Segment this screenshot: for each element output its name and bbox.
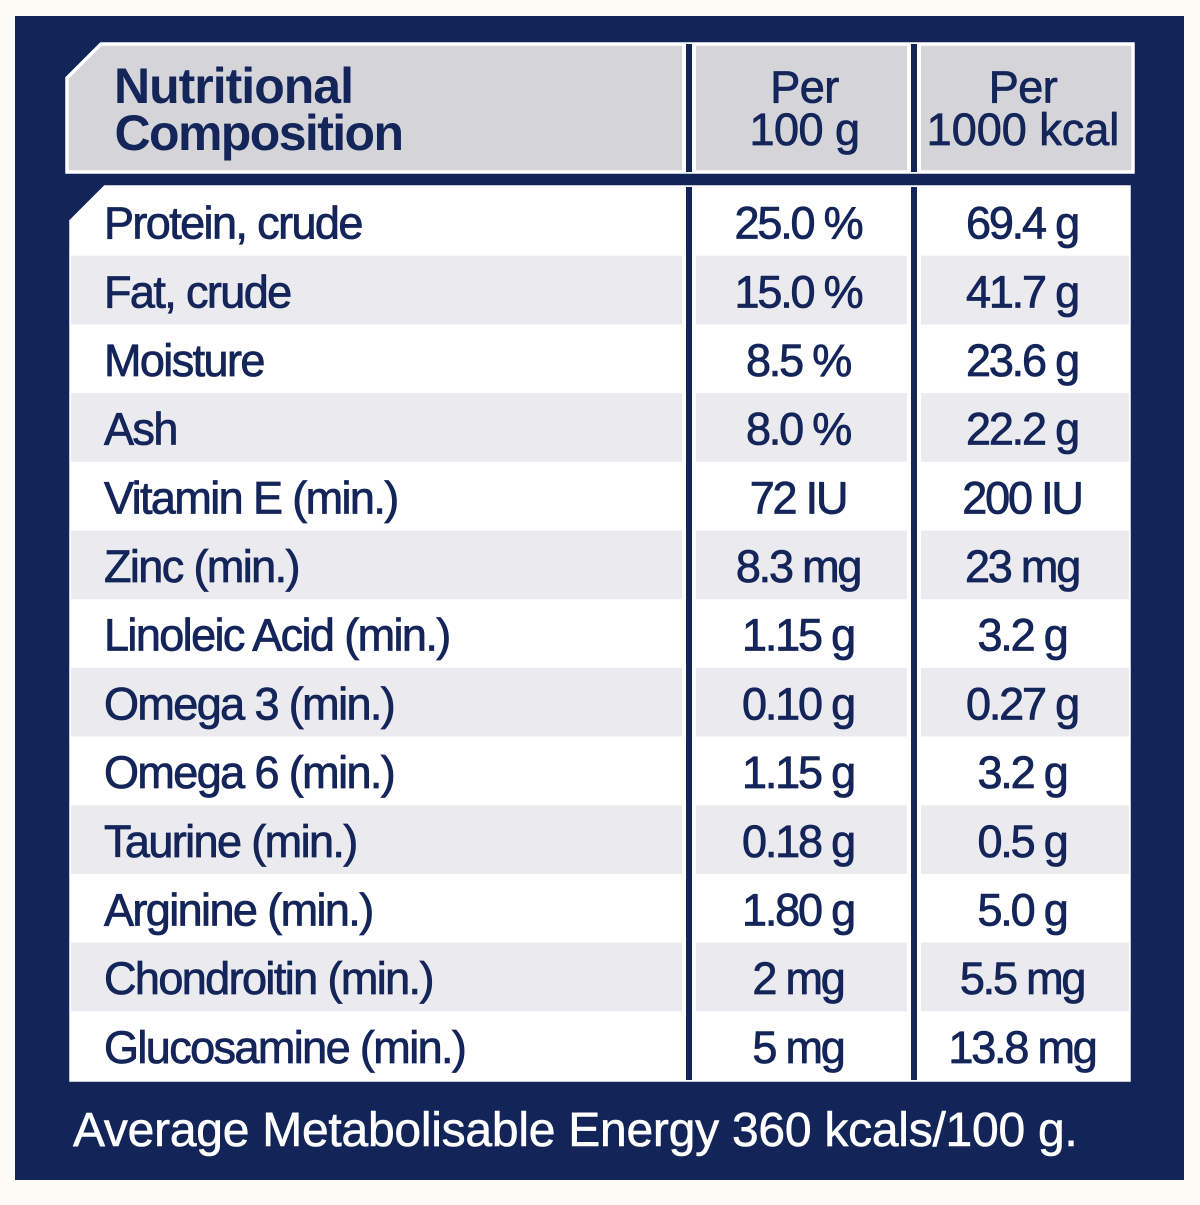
svg-text:1.15 g: 1.15 g — [742, 610, 854, 661]
svg-text:Nutritional: Nutritional — [114, 58, 353, 114]
svg-text:5.0 g: 5.0 g — [977, 885, 1066, 936]
svg-text:23.6 g: 23.6 g — [966, 335, 1078, 386]
svg-text:Taurine (min.): Taurine (min.) — [104, 816, 357, 867]
svg-text:3.2 g: 3.2 g — [977, 747, 1066, 798]
svg-text:2 mg: 2 mg — [752, 953, 843, 1004]
svg-text:22.2 g: 22.2 g — [966, 404, 1078, 455]
svg-text:100 g: 100 g — [749, 104, 859, 155]
svg-text:Glucosamine (min.): Glucosamine (min.) — [104, 1022, 465, 1073]
svg-text:Protein, crude: Protein, crude — [104, 198, 362, 249]
svg-text:8.3 mg: 8.3 mg — [736, 541, 861, 592]
svg-text:1.15 g: 1.15 g — [742, 747, 854, 798]
svg-text:Per: Per — [770, 62, 839, 113]
svg-text:Arginine (min.): Arginine (min.) — [104, 885, 373, 936]
svg-text:Average Metabolisable Energy 3: Average Metabolisable Energy 360 kcals/1… — [73, 1104, 1078, 1157]
svg-text:23 mg: 23 mg — [965, 541, 1079, 592]
svg-text:Chondroitin (min.): Chondroitin (min.) — [104, 953, 433, 1004]
svg-text:1.80 g: 1.80 g — [742, 885, 854, 936]
svg-text:Vitamin E (min.): Vitamin E (min.) — [104, 472, 398, 523]
svg-text:69.4 g: 69.4 g — [966, 198, 1078, 249]
svg-text:13.8 mg: 13.8 mg — [948, 1022, 1095, 1073]
svg-text:Ash: Ash — [104, 404, 177, 455]
svg-text:Fat, crude: Fat, crude — [104, 266, 291, 317]
svg-text:Composition: Composition — [115, 105, 403, 161]
svg-text:3.2 g: 3.2 g — [977, 610, 1066, 661]
svg-text:25.0 %: 25.0 % — [735, 198, 863, 249]
svg-text:5.5 mg: 5.5 mg — [960, 953, 1085, 1004]
svg-text:Omega 3 (min.): Omega 3 (min.) — [104, 678, 394, 729]
svg-text:Moisture: Moisture — [104, 335, 264, 386]
svg-text:15.0 %: 15.0 % — [735, 266, 863, 317]
svg-text:0.5 g: 0.5 g — [977, 816, 1066, 867]
svg-text:0.27 g: 0.27 g — [966, 678, 1078, 729]
svg-text:5 mg: 5 mg — [752, 1022, 843, 1073]
svg-text:41.7 g: 41.7 g — [966, 266, 1078, 317]
svg-text:72 IU: 72 IU — [750, 472, 847, 523]
svg-text:8.5 %: 8.5 % — [746, 335, 851, 386]
svg-text:Zinc (min.): Zinc (min.) — [104, 541, 299, 592]
svg-text:8.0 %: 8.0 % — [746, 404, 851, 455]
svg-text:200 IU: 200 IU — [962, 472, 1081, 523]
svg-text:Linoleic Acid (min.): Linoleic Acid (min.) — [104, 610, 450, 661]
svg-text:Per: Per — [989, 62, 1058, 113]
svg-text:0.10 g: 0.10 g — [742, 678, 854, 729]
svg-text:1000 kcal: 1000 kcal — [927, 104, 1120, 155]
svg-text:Omega 6 (min.): Omega 6 (min.) — [104, 747, 394, 798]
svg-text:0.18 g: 0.18 g — [742, 816, 854, 867]
